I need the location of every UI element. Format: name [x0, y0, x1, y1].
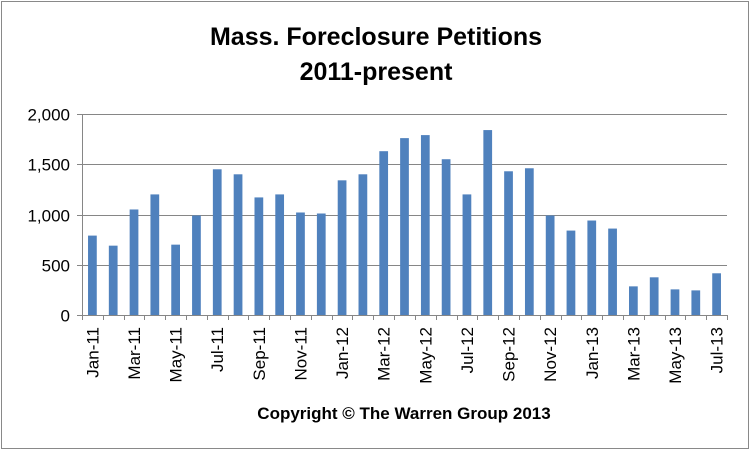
bar-oct-11	[275, 194, 285, 315]
bar-mar-12	[379, 151, 389, 315]
y-axis-ticks: 0 500 1,000 1,500 2,000	[27, 106, 82, 326]
bar-dec-11	[316, 213, 326, 315]
bars	[88, 130, 721, 315]
bar-apr-12	[400, 138, 409, 315]
x-tick-label: Jan-11	[83, 327, 102, 378]
bar-jan-11	[88, 235, 97, 315]
bar-nov-11	[296, 212, 305, 315]
y-tick-label: 500	[42, 257, 70, 276]
x-tick-label: Jan-13	[583, 327, 602, 379]
bar-mar-13	[629, 286, 638, 315]
x-tick-label: May-12	[416, 327, 435, 384]
bar-jun-12	[441, 159, 451, 315]
bar-may-13	[670, 289, 680, 315]
bar-may-11	[171, 244, 180, 315]
x-tick-label: Mar-13	[624, 327, 643, 381]
bar-may-12	[420, 135, 430, 315]
bar-oct-12	[524, 168, 534, 315]
y-tick-label: 1,000	[27, 207, 70, 226]
bar-jul-13	[712, 273, 721, 315]
x-tick-label: Jul-11	[208, 327, 227, 372]
bar-jun-11	[192, 215, 201, 315]
bar-dec-12	[566, 230, 576, 315]
x-tick-label: Sep-12	[500, 327, 519, 382]
x-tick-label: Jan-12	[333, 327, 352, 379]
x-axis-ticks: Jan-11 Mar-11 May-11 Jul-11 Sep-11 Nov-11 Jan-…	[82, 315, 728, 384]
bar-sep-11	[254, 197, 264, 315]
bar-sep-12	[504, 171, 513, 315]
x-tick-label: Mar-12	[375, 327, 394, 381]
x-tick-label: Jul-13	[708, 327, 727, 373]
bar-jul-12	[462, 194, 472, 315]
bar-feb-12	[358, 174, 368, 315]
x-tick-label: Mar-11	[125, 327, 144, 380]
bar-feb-11	[108, 245, 118, 315]
chart-title-line-1: Mass. Foreclosure Petitions	[210, 23, 542, 51]
bar-aug-12	[483, 130, 493, 315]
x-tick-label: Sep-11	[250, 327, 269, 381]
bar-jun-13	[691, 290, 701, 315]
x-tick-label: Nov-11	[292, 327, 311, 381]
bar-mar-11	[129, 209, 139, 315]
bar-jul-11	[212, 169, 222, 315]
x-tick-label: May-13	[666, 327, 685, 384]
bar-jan-12	[337, 180, 347, 315]
bar-feb-13	[608, 228, 617, 315]
copyright-footer: Copyright © The Warren Group 2013	[257, 404, 550, 423]
y-tick-label: 0	[61, 307, 70, 326]
chart-title-line-2: 2011-present	[300, 58, 454, 86]
x-tick-label: Jul-12	[458, 327, 477, 373]
y-tick-label: 1,500	[27, 156, 70, 175]
bar-jan-13	[587, 220, 597, 315]
bar-nov-12	[545, 215, 555, 315]
bar-apr-13	[649, 277, 659, 315]
y-tick-label: 2,000	[27, 106, 70, 125]
x-tick-label: May-11	[167, 327, 186, 382]
bar-aug-11	[233, 174, 243, 315]
bar-apr-11	[150, 194, 160, 315]
x-tick-label: Nov-12	[541, 327, 560, 382]
axes	[82, 114, 727, 316]
